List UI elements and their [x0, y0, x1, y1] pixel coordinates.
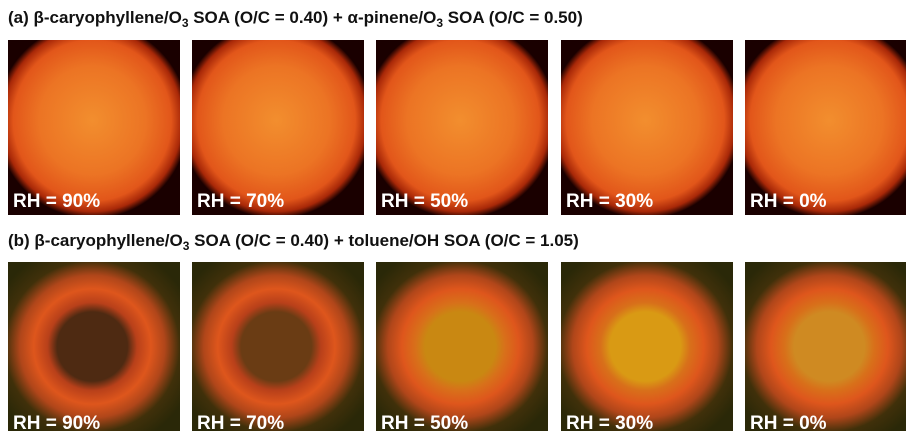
droplet-image — [745, 262, 906, 431]
droplet-image — [561, 262, 733, 431]
droplet-image — [376, 40, 548, 215]
rh-label: RH = 50% — [381, 191, 468, 212]
panel-title: (b) β-caryophyllene/O3 SOA (O/C = 0.40) … — [8, 231, 579, 253]
rh-label: RH = 90% — [13, 191, 100, 212]
title-text: (b) β-caryophyllene/O — [8, 231, 183, 250]
title-text: SOA (O/C = 0.40) + α-pinene/O — [189, 8, 437, 27]
rh-label: RH = 90% — [13, 413, 100, 431]
figure: (a) β-caryophyllene/O3 SOA (O/C = 0.40) … — [0, 0, 906, 431]
droplet-image — [192, 40, 364, 215]
droplet-image — [192, 262, 364, 431]
rh-label: RH = 70% — [197, 413, 284, 431]
rh-label: RH = 0% — [750, 191, 827, 212]
title-text: SOA (O/C = 0.50) — [443, 8, 583, 27]
droplet-image — [561, 40, 733, 215]
rh-label: RH = 30% — [566, 191, 653, 212]
droplet-image — [745, 40, 906, 215]
droplet-image — [376, 262, 548, 431]
title-text: (a) β-caryophyllene/O — [8, 8, 182, 27]
title-text: SOA (O/C = 0.40) + toluene/OH SOA (O/C =… — [189, 231, 578, 250]
rh-label: RH = 70% — [197, 191, 284, 212]
rh-label: RH = 50% — [381, 413, 468, 431]
droplet-image — [8, 262, 180, 431]
rh-label: RH = 30% — [566, 413, 653, 431]
droplet-image — [8, 40, 180, 215]
rh-label: RH = 0% — [750, 413, 827, 431]
panel-title: (a) β-caryophyllene/O3 SOA (O/C = 0.40) … — [8, 8, 583, 30]
